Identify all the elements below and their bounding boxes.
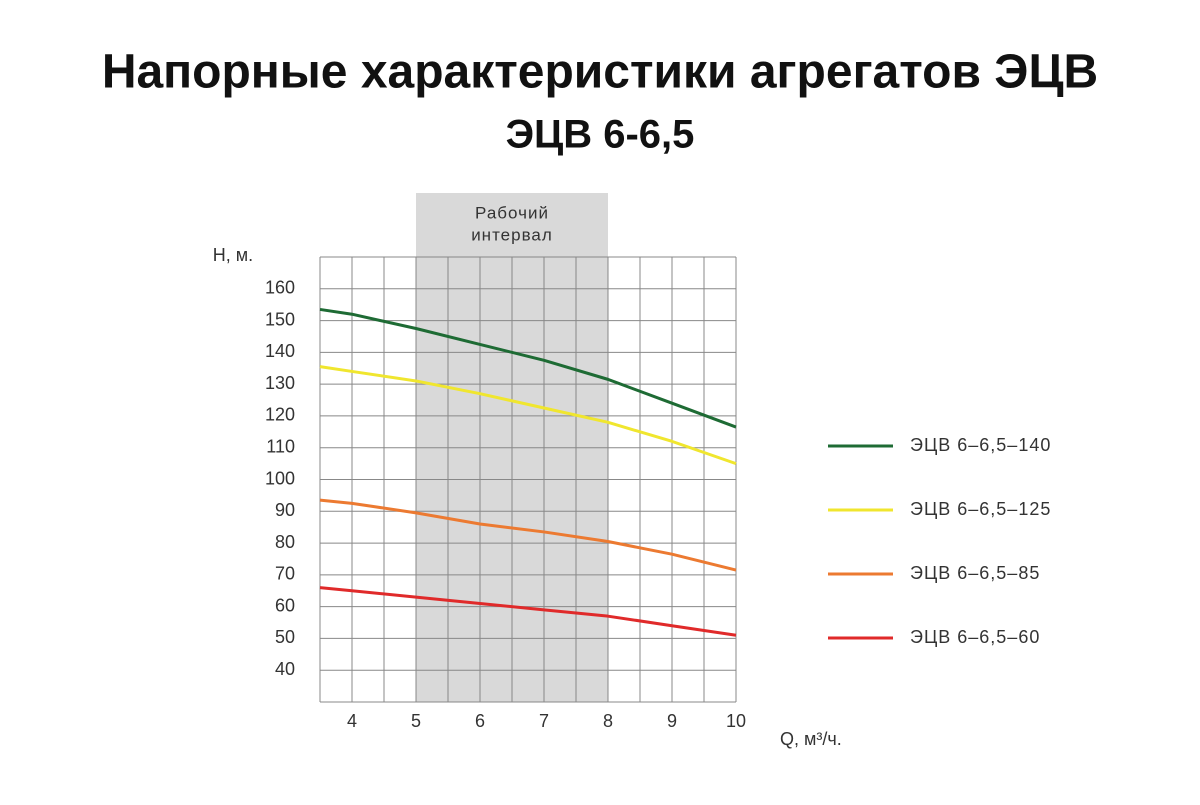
- legend-label: ЭЦВ 6–6,5–140: [910, 435, 1051, 455]
- series-line: [319, 365, 737, 466]
- x-tick-label: 5: [411, 711, 421, 731]
- y-tick-label: 100: [265, 468, 295, 488]
- y-tick-label: 120: [265, 405, 295, 425]
- x-axis-label: Q, м³/ч.: [780, 729, 842, 749]
- y-tick-label: 110: [266, 436, 295, 456]
- x-tick-label: 8: [603, 711, 613, 731]
- y-tick-label: 80: [275, 532, 295, 552]
- x-tick-label: 10: [726, 711, 746, 731]
- y-tick-label: 70: [275, 564, 295, 584]
- chart-subtitle: ЭЦВ 6-6,5: [506, 113, 695, 157]
- x-tick-label: 9: [667, 711, 677, 731]
- y-tick-label: 40: [275, 659, 295, 679]
- working-interval-label: Рабочий: [475, 203, 549, 222]
- series-line: [319, 307, 737, 429]
- y-tick-label: 140: [265, 341, 295, 361]
- legend-label: ЭЦВ 6–6,5–125: [910, 499, 1051, 519]
- y-tick-label: 90: [275, 500, 295, 520]
- legend-label: ЭЦВ 6–6,5–85: [910, 563, 1040, 583]
- series-line: [319, 586, 737, 637]
- y-axis-label: H, м.: [213, 245, 253, 265]
- y-tick-label: 130: [265, 373, 295, 393]
- x-tick-label: 6: [475, 711, 485, 731]
- y-tick-label: 150: [265, 309, 295, 329]
- y-tick-label: 160: [265, 278, 295, 298]
- x-tick-label: 4: [347, 711, 357, 731]
- y-tick-label: 60: [275, 595, 295, 615]
- series-line: [319, 498, 737, 572]
- x-tick-label: 7: [539, 711, 549, 731]
- chart-title: Напорные характеристики агрегатов ЭЦВ: [102, 46, 1098, 99]
- y-tick-label: 50: [275, 627, 295, 647]
- legend-label: ЭЦВ 6–6,5–60: [910, 627, 1040, 647]
- working-interval-label: интервал: [471, 225, 553, 244]
